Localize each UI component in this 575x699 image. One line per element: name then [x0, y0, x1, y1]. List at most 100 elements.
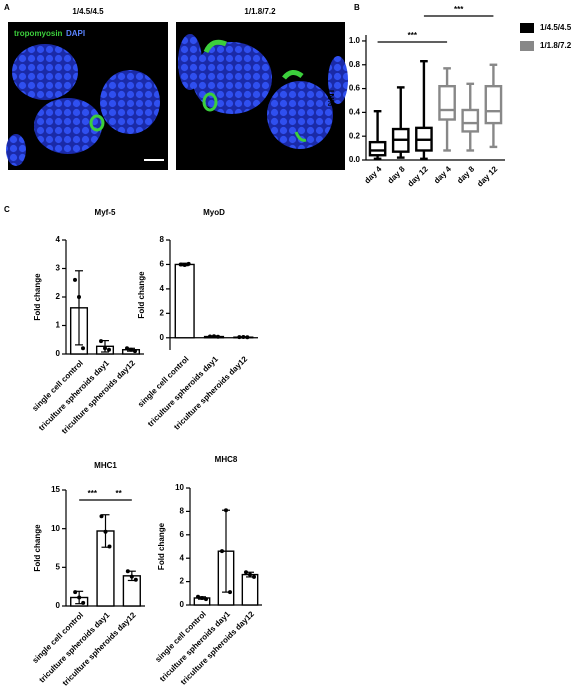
- y-tick-label: 0: [180, 600, 185, 609]
- data-point: [216, 334, 220, 339]
- data-point: [248, 572, 252, 577]
- data-point: [245, 335, 250, 340]
- data-point: [252, 574, 256, 579]
- panel-label: C: [4, 205, 10, 214]
- y-tick-label: 0: [56, 601, 61, 610]
- y-tick-label: 5: [56, 562, 61, 571]
- y-tick-label: 15: [51, 485, 60, 494]
- data-point: [77, 595, 82, 600]
- y-tick-label: 2: [56, 292, 61, 301]
- image-title: 1/1.8/7.2: [244, 7, 276, 16]
- box: [484, 84, 503, 125]
- y-tick-label: 2: [180, 577, 185, 586]
- data-point: [103, 529, 108, 534]
- y-tick-label: 10: [175, 483, 184, 492]
- data-point: [182, 263, 187, 268]
- data-point: [212, 334, 216, 339]
- x-tick-label: day 12: [475, 164, 499, 188]
- box: [438, 84, 456, 121]
- y-tick-label: 4: [160, 284, 165, 293]
- data-point: [241, 335, 246, 340]
- y-tick-label: 8: [180, 507, 185, 516]
- y-tick-label: 3: [56, 264, 61, 273]
- significance-label: ***: [88, 489, 98, 498]
- y-axis-label: Fold change: [33, 273, 42, 321]
- y-tick-label: 4: [56, 235, 61, 244]
- data-point: [196, 594, 200, 599]
- chart-title: Myf-5: [95, 208, 116, 217]
- x-tick-label: day 4: [363, 164, 384, 185]
- y-axis-label: %NT: [327, 89, 336, 107]
- x-tick-label: day 4: [432, 164, 453, 185]
- legend-swatch: [520, 41, 534, 51]
- data-point: [81, 346, 85, 351]
- data-point: [77, 295, 81, 299]
- significance-label: ***: [408, 31, 418, 40]
- chart-title: MHC8: [215, 455, 238, 464]
- data-point: [107, 544, 112, 549]
- bar: [241, 573, 259, 606]
- panel-label: B: [354, 3, 360, 12]
- data-point: [208, 334, 212, 339]
- x-tick-label: day 8: [386, 164, 407, 185]
- y-tick-label: 2: [160, 308, 165, 317]
- y-tick-label: 0: [56, 349, 61, 358]
- data-point: [103, 346, 107, 351]
- data-point: [99, 339, 103, 344]
- data-point: [133, 577, 138, 582]
- y-axis-label: Fold change: [137, 271, 146, 319]
- y-tick-label: 10: [51, 524, 60, 533]
- data-point: [186, 261, 191, 266]
- y-tick-label: 0: [160, 333, 165, 342]
- y-tick-label: 8: [160, 235, 165, 244]
- micrograph: [6, 22, 168, 170]
- y-tick-label: 0.2: [349, 131, 361, 140]
- y-tick-label: 1.0: [349, 36, 361, 45]
- data-point: [129, 347, 133, 352]
- data-point: [129, 574, 134, 579]
- x-tick-label: day 8: [455, 164, 476, 185]
- chart-title: MHC1: [94, 461, 117, 470]
- stain-label: DAPI: [66, 29, 85, 38]
- y-tick-label: 6: [160, 260, 165, 269]
- data-point: [178, 262, 183, 267]
- y-tick-label: 0.4: [349, 107, 361, 116]
- data-point: [228, 590, 232, 595]
- y-tick-label: 6: [180, 530, 185, 539]
- data-point: [237, 335, 242, 340]
- bar: [174, 263, 195, 339]
- data-point: [125, 569, 130, 574]
- y-axis-label: Fold change: [33, 524, 42, 572]
- stain-label: tropomyosin: [14, 29, 63, 38]
- legend-label: 1/1.8/7.2: [540, 41, 572, 50]
- significance-label: ***: [454, 5, 464, 14]
- micrograph: [176, 22, 348, 170]
- data-point: [244, 570, 248, 575]
- x-tick-label: single cell control: [136, 355, 190, 409]
- box: [368, 140, 387, 157]
- y-tick-label: 1: [56, 321, 61, 330]
- box: [461, 108, 480, 133]
- y-tick-label: 4: [180, 553, 185, 562]
- legend-label: 1/4.5/4.5: [540, 23, 572, 32]
- data-point: [224, 508, 228, 513]
- y-tick-label: 0.6: [349, 84, 361, 93]
- data-point: [204, 597, 208, 602]
- data-point: [73, 277, 77, 282]
- data-point: [125, 346, 129, 351]
- y-tick-label: 0.0: [349, 155, 361, 164]
- y-axis-label: Fold change: [157, 522, 166, 570]
- data-point: [73, 590, 78, 595]
- data-point: [200, 595, 204, 600]
- image-title: 1/4.5/4.5: [72, 7, 104, 16]
- significance-label: **: [116, 489, 123, 498]
- data-point: [133, 349, 137, 354]
- data-point: [99, 514, 104, 519]
- data-point: [220, 549, 224, 554]
- data-point: [107, 347, 111, 352]
- y-tick-label: 0.8: [349, 60, 361, 69]
- chart-title: MyoD: [203, 208, 225, 217]
- x-tick-label: day 12: [406, 164, 430, 188]
- legend-swatch: [520, 23, 534, 33]
